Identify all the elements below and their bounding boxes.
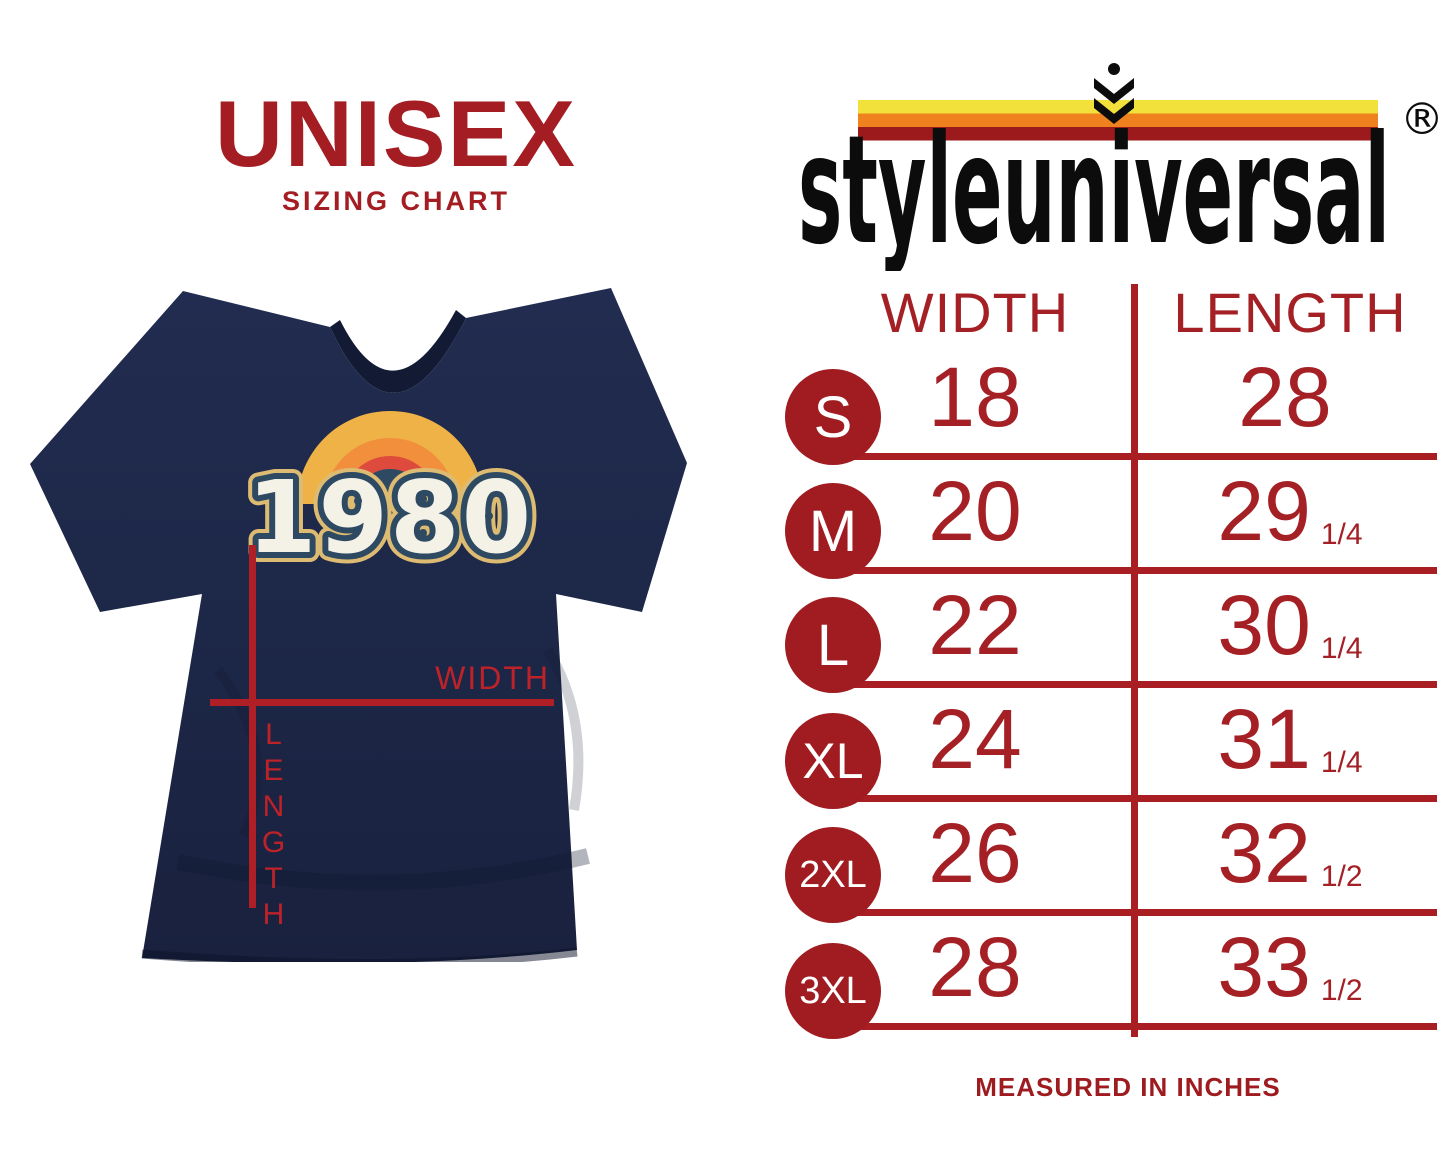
length-fraction: 1/2 [1320,860,1363,893]
column-header-width: WIDTH [880,281,1070,344]
width-value: 28 [928,920,1022,1014]
length-value: 32 1/2 [1145,801,1435,906]
size-badge-xl: XL [785,713,881,809]
page-subtitle: SIZING CHART [282,186,510,216]
logo-chevron-icon [1094,63,1134,124]
length-main: 29 [1217,464,1311,558]
width-value: 22 [928,578,1022,672]
row-divider [822,909,1437,916]
size-badge-label: M [808,498,858,564]
size-badge-m: M [785,483,881,579]
width-value: 18 [928,350,1022,444]
row-divider [822,453,1437,460]
length-fraction: 1/4 [1320,746,1363,779]
wrinkle-shadow [543,647,584,811]
tshirt-collar [330,310,466,393]
logo-stripe-red [858,127,1378,141]
page-title: UNISEX [215,81,577,186]
size-badge-3xl: 3XL [785,943,881,1039]
length-fraction: 1/4 [1320,632,1363,665]
size-badge-label: L [816,612,850,678]
row-divider [822,567,1437,574]
size-badge-label: 2XL [799,853,867,896]
column-header-length: LENGTH [1173,281,1407,344]
year-text: 1980 [247,459,533,576]
length-value: 33 1/2 [1145,915,1435,1020]
length-main: 31 [1217,692,1311,786]
units-footnote: MEASURED IN INCHES [975,1072,1281,1102]
length-main: 30 [1217,578,1311,672]
digit-dot [354,497,362,505]
width-measure-line [210,699,554,706]
width-value: 26 [928,806,1022,900]
row-divider [822,795,1437,802]
digit-dot [419,495,427,503]
length-fraction: 1/2 [1320,974,1363,1007]
tshirt-body [30,288,687,964]
length-value: 31 1/4 [1145,687,1435,792]
width-measure-label: WIDTH [435,660,550,696]
wrinkle-shadow [176,848,590,891]
length-fraction: 1/4 [1320,518,1363,551]
size-badge-l: L [785,597,881,693]
length-value: 28 [1145,345,1435,450]
size-badge-2xl: 2XL [785,827,881,923]
brand-name: styleuniversal [798,104,1390,271]
table-column-divider [1131,284,1138,1037]
size-badge-label: XL [802,733,864,789]
row-divider [822,681,1437,688]
size-badge-s: S [785,369,881,465]
tshirt-photo: 1980 1980 1980 [28,250,718,969]
logo-stripe-yellow [858,100,1378,114]
row-divider [822,1023,1437,1030]
retro-sunset-graphic: 1980 1980 1980 [237,411,541,586]
registered-trademark-icon: ® [1400,94,1444,145]
length-main: 32 [1217,806,1311,900]
width-value: 20 [928,464,1022,558]
length-value: 30 1/4 [1145,573,1435,678]
size-badge-label: 3XL [799,969,867,1012]
length-main: 33 [1217,920,1311,1014]
tshirt-illustration: 1980 1980 1980 [30,288,687,969]
size-badge-label: S [813,384,853,450]
length-measure-label: LENGTH [257,718,290,934]
width-value: 24 [928,692,1022,786]
length-value: 29 1/4 [1145,459,1435,564]
length-measure-line [249,545,256,908]
brand-logo: styleuniversal ® [798,63,1444,271]
digit-dot [419,529,427,537]
digit-dot [485,512,493,520]
length-main: 28 [1238,350,1332,444]
sun-core [355,469,425,539]
